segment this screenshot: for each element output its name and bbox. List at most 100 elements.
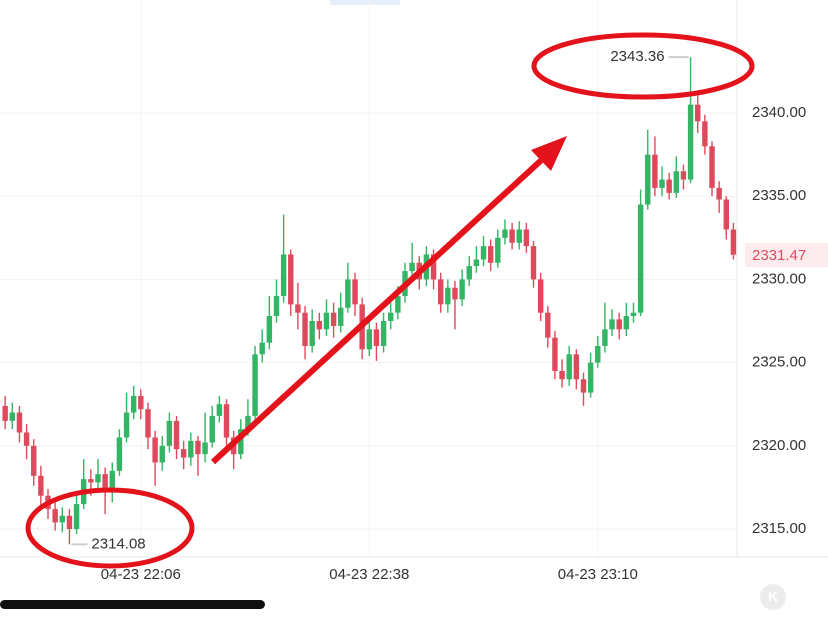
y-tick-label: 2315.00 <box>752 520 806 537</box>
candle-body <box>702 121 708 147</box>
candle-body <box>466 266 472 280</box>
candle-body <box>388 312 394 322</box>
candle-body <box>102 474 108 493</box>
candle-body <box>295 304 301 313</box>
candle-body <box>216 404 223 416</box>
candle-body <box>452 287 458 300</box>
candle-body <box>130 395 137 413</box>
candle-body <box>66 515 73 530</box>
candle-body <box>502 229 508 238</box>
candle-body <box>9 412 16 421</box>
candle-body <box>288 254 294 305</box>
candle-body <box>159 445 165 463</box>
candle-body <box>509 229 515 243</box>
candle-body <box>409 262 415 272</box>
trend-arrow <box>210 151 551 465</box>
candle-body <box>552 337 558 371</box>
candles <box>2 57 737 545</box>
candle-body <box>573 354 580 380</box>
candle-body <box>545 312 551 338</box>
arrow-head <box>531 136 567 171</box>
candle-body <box>680 171 687 180</box>
candle-body <box>495 237 501 263</box>
candle-body <box>123 412 130 438</box>
highlight-ellipse <box>25 487 195 569</box>
candle-body <box>580 379 587 393</box>
candle-body <box>188 440 194 458</box>
candle-body <box>302 312 308 346</box>
candle-body <box>566 354 572 380</box>
candle-body <box>138 395 144 410</box>
candle-body <box>95 474 101 483</box>
candle-body <box>316 321 323 330</box>
candle-body <box>195 440 201 455</box>
candle-body <box>537 279 544 313</box>
candle-body <box>652 154 658 188</box>
candle-body <box>673 171 680 193</box>
candle-body <box>373 329 380 346</box>
candle-body <box>480 246 487 260</box>
candle-body <box>430 254 437 280</box>
candle-body <box>395 296 401 313</box>
candle-body <box>266 316 273 343</box>
candle-body <box>330 312 337 327</box>
candle-body <box>523 229 530 247</box>
scroll-bar <box>0 600 265 609</box>
logo-badge <box>760 584 786 610</box>
candle-body <box>723 199 730 230</box>
candle-body <box>637 204 644 313</box>
y-tick-label: 2330.00 <box>752 270 806 287</box>
candle-body <box>516 229 522 243</box>
candle-body <box>145 409 151 438</box>
candle-body <box>180 449 187 458</box>
candle-body <box>473 259 480 267</box>
candle-body <box>366 329 373 350</box>
logo: K <box>768 589 778 605</box>
candle-body <box>273 296 280 317</box>
candle-body <box>687 104 694 180</box>
y-tick-label: 2320.00 <box>752 437 806 454</box>
candle-body <box>666 179 672 193</box>
candle-body <box>716 187 722 200</box>
candle-body <box>709 146 715 188</box>
candle-body <box>609 319 615 330</box>
candle-body <box>173 420 180 450</box>
candle-body <box>445 287 451 305</box>
candle-body <box>530 246 537 280</box>
high-annotation: 2343.36 <box>610 48 664 65</box>
candle-body <box>209 415 215 443</box>
candle-body <box>23 432 30 446</box>
candle-body <box>487 246 494 263</box>
candle-body <box>645 154 651 205</box>
candle-body <box>630 312 637 317</box>
candle-body <box>602 329 608 346</box>
candle-body <box>595 345 601 363</box>
candle-body <box>587 362 594 393</box>
labels: 2315.00 2320.00 2325.00 2330.00 2335.00 2340.… <box>71 48 828 583</box>
candle-body <box>437 279 444 305</box>
last-price-label: 2331.47 <box>752 247 806 264</box>
candle-body <box>109 470 115 493</box>
candle-body <box>380 321 387 346</box>
candle-body <box>459 279 465 300</box>
candle-body <box>73 504 80 530</box>
candle-body <box>559 370 565 380</box>
candle-body <box>695 104 701 122</box>
candle-body <box>338 307 344 327</box>
candle-body <box>16 412 23 433</box>
candle-body <box>245 415 251 430</box>
candle-body <box>259 342 265 355</box>
candle-body <box>623 316 630 330</box>
candle-body <box>616 319 622 330</box>
candle-body <box>202 442 208 455</box>
x-tick-label: 04-23 22:06 <box>101 566 181 583</box>
candle-body <box>166 420 173 446</box>
candle-body <box>52 509 58 523</box>
candle-body <box>309 321 315 346</box>
y-tick-label: 2335.00 <box>752 187 806 204</box>
last-price-tag <box>745 242 828 267</box>
highlight-ellipse <box>531 32 755 100</box>
candle-body <box>659 179 665 188</box>
candle-body <box>116 437 123 471</box>
